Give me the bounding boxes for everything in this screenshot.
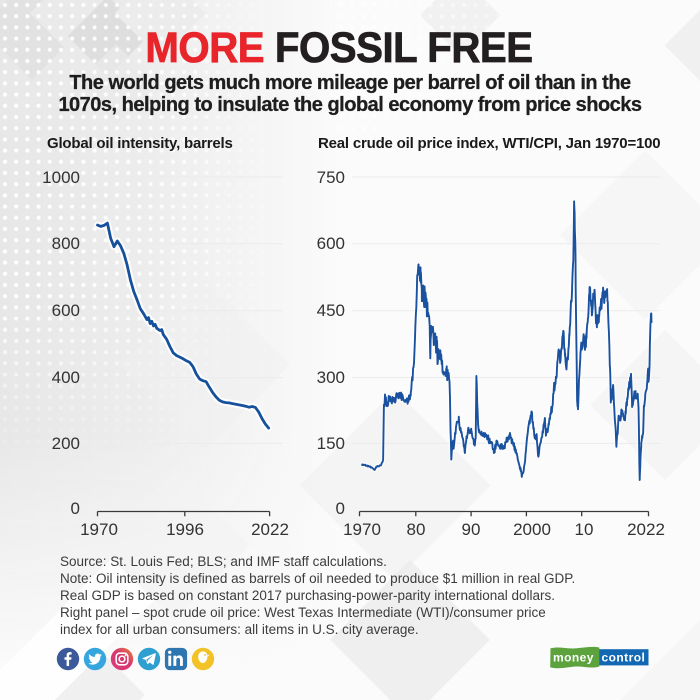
- svg-text:money: money: [553, 651, 594, 665]
- svg-text:control: control: [602, 651, 646, 665]
